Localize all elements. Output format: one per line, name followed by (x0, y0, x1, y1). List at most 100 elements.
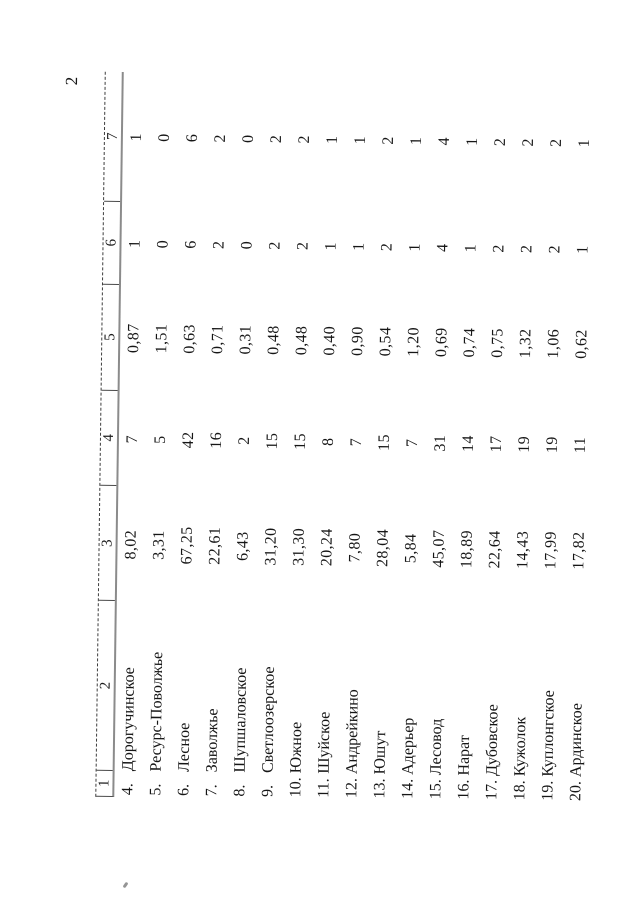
value-col5: 0,69 (433, 327, 451, 358)
value-col6: 1 (126, 239, 144, 249)
value-col3: 17,99 (542, 531, 560, 570)
value-col6: 2 (294, 241, 312, 251)
value-col7: 0 (155, 133, 173, 142)
value-col7: 2 (295, 135, 313, 144)
district-name: Дорогучинское (119, 667, 138, 772)
value-col5: 0,90 (349, 326, 367, 357)
row-number: 9. (259, 784, 277, 798)
value-col4: 7 (403, 438, 421, 448)
district-name: Светлоозерское (259, 666, 278, 774)
value-col4: 16 (207, 431, 226, 449)
row-number: 10. (287, 777, 305, 798)
table-body: 4. Дорогучинское 8,02 7 0,87 1 1 5. Ресурс-Повол… (114, 72, 599, 803)
value-col4: 2 (235, 436, 254, 445)
value-col7: 1 (351, 135, 369, 145)
value-col4: 19 (543, 436, 562, 454)
district-name: Юшут (371, 730, 390, 775)
value-col3: 31,30 (290, 527, 308, 566)
district-name: Южное (287, 721, 306, 774)
value-col4: 17 (487, 435, 506, 453)
value-col6: 1 (574, 245, 592, 254)
district-name: Кужолок (511, 716, 530, 777)
row-number: 12. (343, 777, 361, 799)
value-col4: 11 (571, 436, 590, 454)
value-col7: 2 (519, 138, 537, 147)
value-col5: 0,48 (265, 325, 283, 355)
row-number: 14. (399, 778, 417, 799)
value-col5: 0,48 (293, 325, 311, 356)
value-col3: 22,61 (206, 526, 224, 565)
value-col7: 1 (407, 136, 425, 146)
value-col6: 1 (406, 243, 424, 252)
value-col4: 15 (291, 432, 310, 450)
value-col3: 17,82 (570, 531, 588, 570)
page-number: 2 (61, 76, 82, 86)
header-cell-6: 6 (102, 201, 121, 285)
value-col3: 14,43 (514, 530, 532, 569)
value-col3: 67,25 (178, 526, 196, 565)
value-col4: 31 (431, 434, 450, 452)
value-col7: 2 (267, 134, 285, 144)
row-number: 7. (203, 784, 221, 797)
district-name: Дубовское (483, 704, 502, 777)
value-col5: 1,06 (545, 328, 563, 359)
district-name: Лесное (175, 722, 194, 773)
value-col5: 1,51 (153, 323, 171, 354)
row-number: 5. (147, 783, 165, 796)
value-col6: 2 (378, 242, 396, 252)
value-col3: 8,02 (122, 529, 140, 560)
row-number: 20. (567, 780, 585, 802)
district-name: Ардинское (567, 702, 586, 778)
value-col6: 0 (238, 240, 256, 250)
district-name: Лесовод (427, 718, 446, 776)
value-col7: 2 (379, 136, 397, 145)
value-col4: 8 (319, 437, 337, 447)
value-col7: 6 (183, 133, 201, 143)
value-col5: 0,54 (377, 326, 395, 357)
value-col6: 1 (350, 242, 368, 251)
header-cell-3: 3 (98, 486, 117, 602)
header-cell-5: 5 (101, 284, 119, 391)
header-cell-1: 1 (96, 779, 113, 788)
district-name: Ресурс-Поволжье (147, 651, 167, 772)
district-name: Андрейкино (343, 689, 362, 775)
value-col3: 28,04 (374, 528, 392, 568)
value-col7: 1 (127, 132, 145, 142)
value-col3: 7,80 (346, 532, 364, 563)
value-col4: 15 (263, 432, 282, 450)
value-col5: 0,71 (209, 324, 227, 355)
value-col4: 7 (347, 437, 365, 447)
value-col6: 0 (154, 239, 172, 249)
value-col6: 4 (434, 243, 452, 253)
value-col5: 1,32 (517, 328, 535, 359)
value-col5: 0,31 (237, 324, 255, 355)
district-name: Нарат (455, 735, 474, 776)
district-name: Шупшаловское (231, 667, 250, 773)
value-col6: 6 (182, 240, 200, 249)
value-col5: 0,87 (125, 323, 143, 354)
value-col4: 5 (151, 435, 170, 444)
value-col7: 2 (547, 138, 565, 148)
district-name: Куплонгское (539, 690, 558, 777)
value-col5: 0,75 (489, 328, 507, 358)
district-name: Адерьер (399, 717, 418, 775)
value-col5: 0,62 (573, 329, 591, 359)
row-number: 19. (539, 780, 557, 801)
row-number: 15. (427, 779, 445, 800)
value-col3: 18,89 (458, 529, 476, 569)
value-col5: 0,40 (321, 325, 339, 356)
row-number: 16. (455, 779, 473, 800)
header-cell-7: 7 (104, 71, 122, 202)
value-col4: 15 (375, 433, 394, 452)
value-col4: 14 (459, 435, 478, 453)
value-col6: 2 (518, 244, 536, 254)
value-col6: 2 (546, 244, 564, 254)
value-col7: 0 (239, 134, 257, 143)
row-number: 11. (315, 778, 333, 798)
value-col5: 0,74 (461, 327, 479, 358)
value-col3: 31,20 (262, 527, 280, 566)
value-col7: 4 (435, 136, 453, 146)
value-col6: 1 (462, 243, 480, 253)
value-col6: 2 (210, 240, 228, 250)
